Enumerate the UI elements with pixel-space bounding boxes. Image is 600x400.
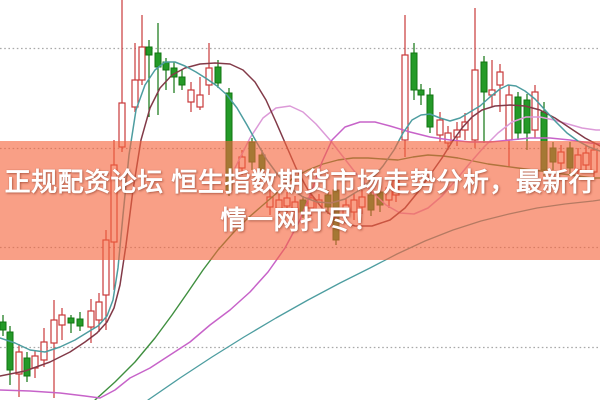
banner-title-line1: 正规配资论坛 恒生指数期货市场走势分析，最新行 [4, 166, 596, 197]
banner-title-line2: 情一网打尽！ [220, 204, 380, 235]
promo-banner: 正规配资论坛 恒生指数期货市场走势分析，最新行 情一网打尽！ [0, 141, 600, 260]
